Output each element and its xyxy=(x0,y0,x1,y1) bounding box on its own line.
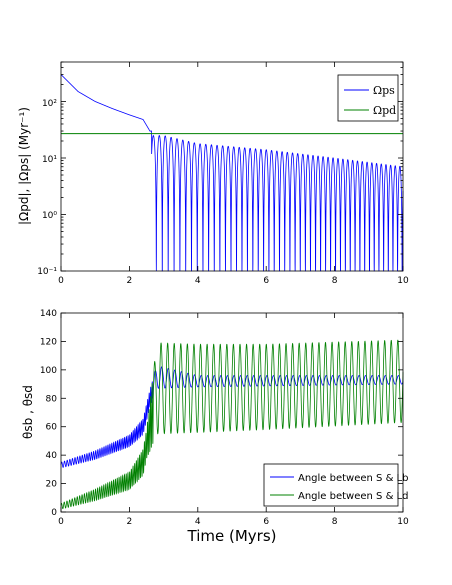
bottom-curves xyxy=(60,339,404,510)
bottom-y-tick-label: 0 xyxy=(51,508,57,518)
bottom-y-tick-label: 80 xyxy=(46,394,58,404)
top-legend-box xyxy=(337,74,399,122)
bottom-legend-label-sd: Angle between S & Ld xyxy=(298,491,408,502)
top-x-tick-label: 10 xyxy=(397,276,409,286)
bottom-ticks xyxy=(60,312,404,513)
bottom-y-tick-label: 140 xyxy=(40,309,57,319)
top-y-tick-label: 10² xyxy=(42,99,57,109)
top-curves xyxy=(60,74,404,272)
top-y-axis-label: |Ωpd|, |Ωps| (Myr⁻¹) xyxy=(17,107,31,225)
top-ticks xyxy=(60,61,404,272)
bottom-x-axis-label: Time (Myrs) xyxy=(187,527,277,545)
bottom-y-tick-label: 40 xyxy=(46,451,58,461)
bottom-x-tick-label: 8 xyxy=(332,517,338,527)
bottom-x-tick-label: 10 xyxy=(397,517,409,527)
panel-top: 0 2 4 6 8 10 10⁻¹ 10⁰ 10¹ 10² |Ωpd|, |Ωp… xyxy=(17,61,409,286)
bottom-y-tick-labels: 0 20 40 60 80 100 120 140 xyxy=(40,309,57,518)
top-x-tick-label: 2 xyxy=(127,276,133,286)
top-x-tick-label: 0 xyxy=(58,276,64,286)
bottom-x-tick-label: 4 xyxy=(195,517,201,527)
bottom-y-tick-label: 20 xyxy=(46,480,58,490)
bottom-x-tick-label: 2 xyxy=(127,517,133,527)
bottom-y-axis-label: θsb , θsd xyxy=(21,385,35,439)
top-legend-label-ps: Ωps xyxy=(373,84,395,97)
bottom-plot-frame xyxy=(60,312,404,513)
top-legend: Ωps Ωpd xyxy=(337,74,399,122)
top-y-tick-label: 10⁰ xyxy=(42,211,57,221)
top-x-tick-labels: 0 2 4 6 8 10 xyxy=(58,276,409,286)
series-omega-ps-line xyxy=(60,74,404,272)
top-x-tick-label: 4 xyxy=(195,276,201,286)
bottom-x-tick-labels: 0 2 4 6 8 10 xyxy=(58,517,409,527)
top-x-tick-label: 6 xyxy=(263,276,269,286)
top-y-tick-label: 10⁻¹ xyxy=(37,267,57,277)
top-y-tick-labels: 10⁻¹ 10⁰ 10¹ 10² xyxy=(37,99,57,277)
bottom-y-tick-label: 60 xyxy=(46,423,58,433)
bottom-y-tick-label: 120 xyxy=(40,337,57,347)
bottom-legend-label-sb: Angle between S & Lb xyxy=(298,473,408,484)
top-x-tick-label: 8 xyxy=(332,276,338,286)
bottom-x-tick-label: 0 xyxy=(58,517,64,527)
bottom-legend: Angle between S & Lb Angle between S & L… xyxy=(263,463,408,507)
bottom-x-tick-label: 6 xyxy=(263,517,269,527)
top-y-tick-label: 10¹ xyxy=(42,155,57,165)
bottom-y-tick-label: 100 xyxy=(40,366,57,376)
top-legend-label-pd: Ωpd xyxy=(373,104,396,117)
bottom-legend-box xyxy=(263,463,399,507)
panel-bottom: 0 2 4 6 8 10 0 20 40 60 80 100 120 140 θ… xyxy=(21,309,409,545)
series-theta-sd-line xyxy=(60,339,404,510)
